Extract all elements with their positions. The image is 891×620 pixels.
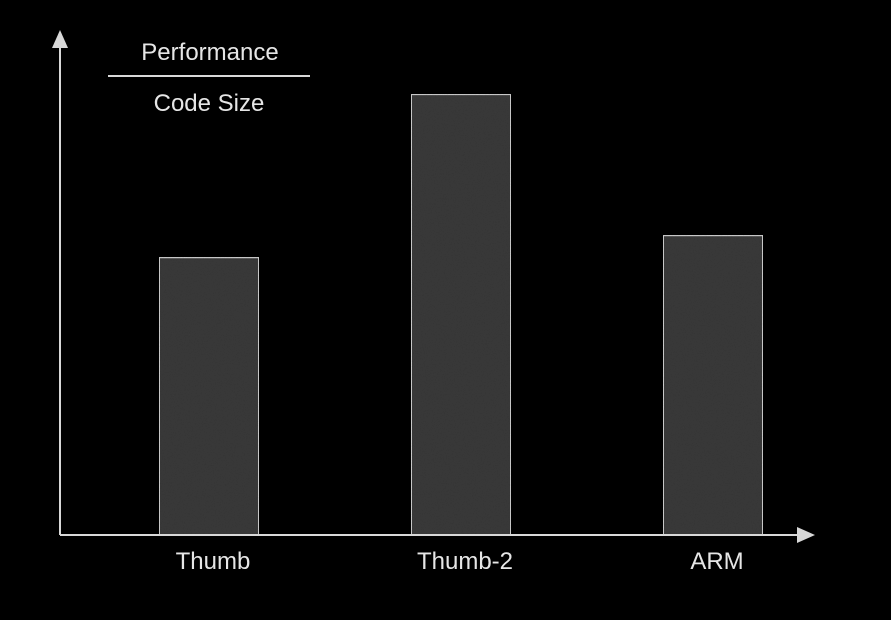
bars-layer xyxy=(158,93,764,536)
y-axis-arrow-icon xyxy=(52,30,68,48)
x-tick-label: ARM xyxy=(690,548,743,575)
x-tick-label: Thumb xyxy=(176,548,251,575)
bar-arm xyxy=(662,234,764,536)
x-axis-arrow-icon xyxy=(797,527,815,543)
bar-thumb-2 xyxy=(410,93,512,536)
bar-thumb xyxy=(158,256,260,536)
y-axis-label-numerator: Performance xyxy=(141,39,278,66)
x-tick-label: Thumb-2 xyxy=(417,548,513,575)
x-tick-labels: Thumb Thumb-2 ARM xyxy=(176,548,744,575)
y-axis-label-denominator: Code Size xyxy=(154,90,265,117)
